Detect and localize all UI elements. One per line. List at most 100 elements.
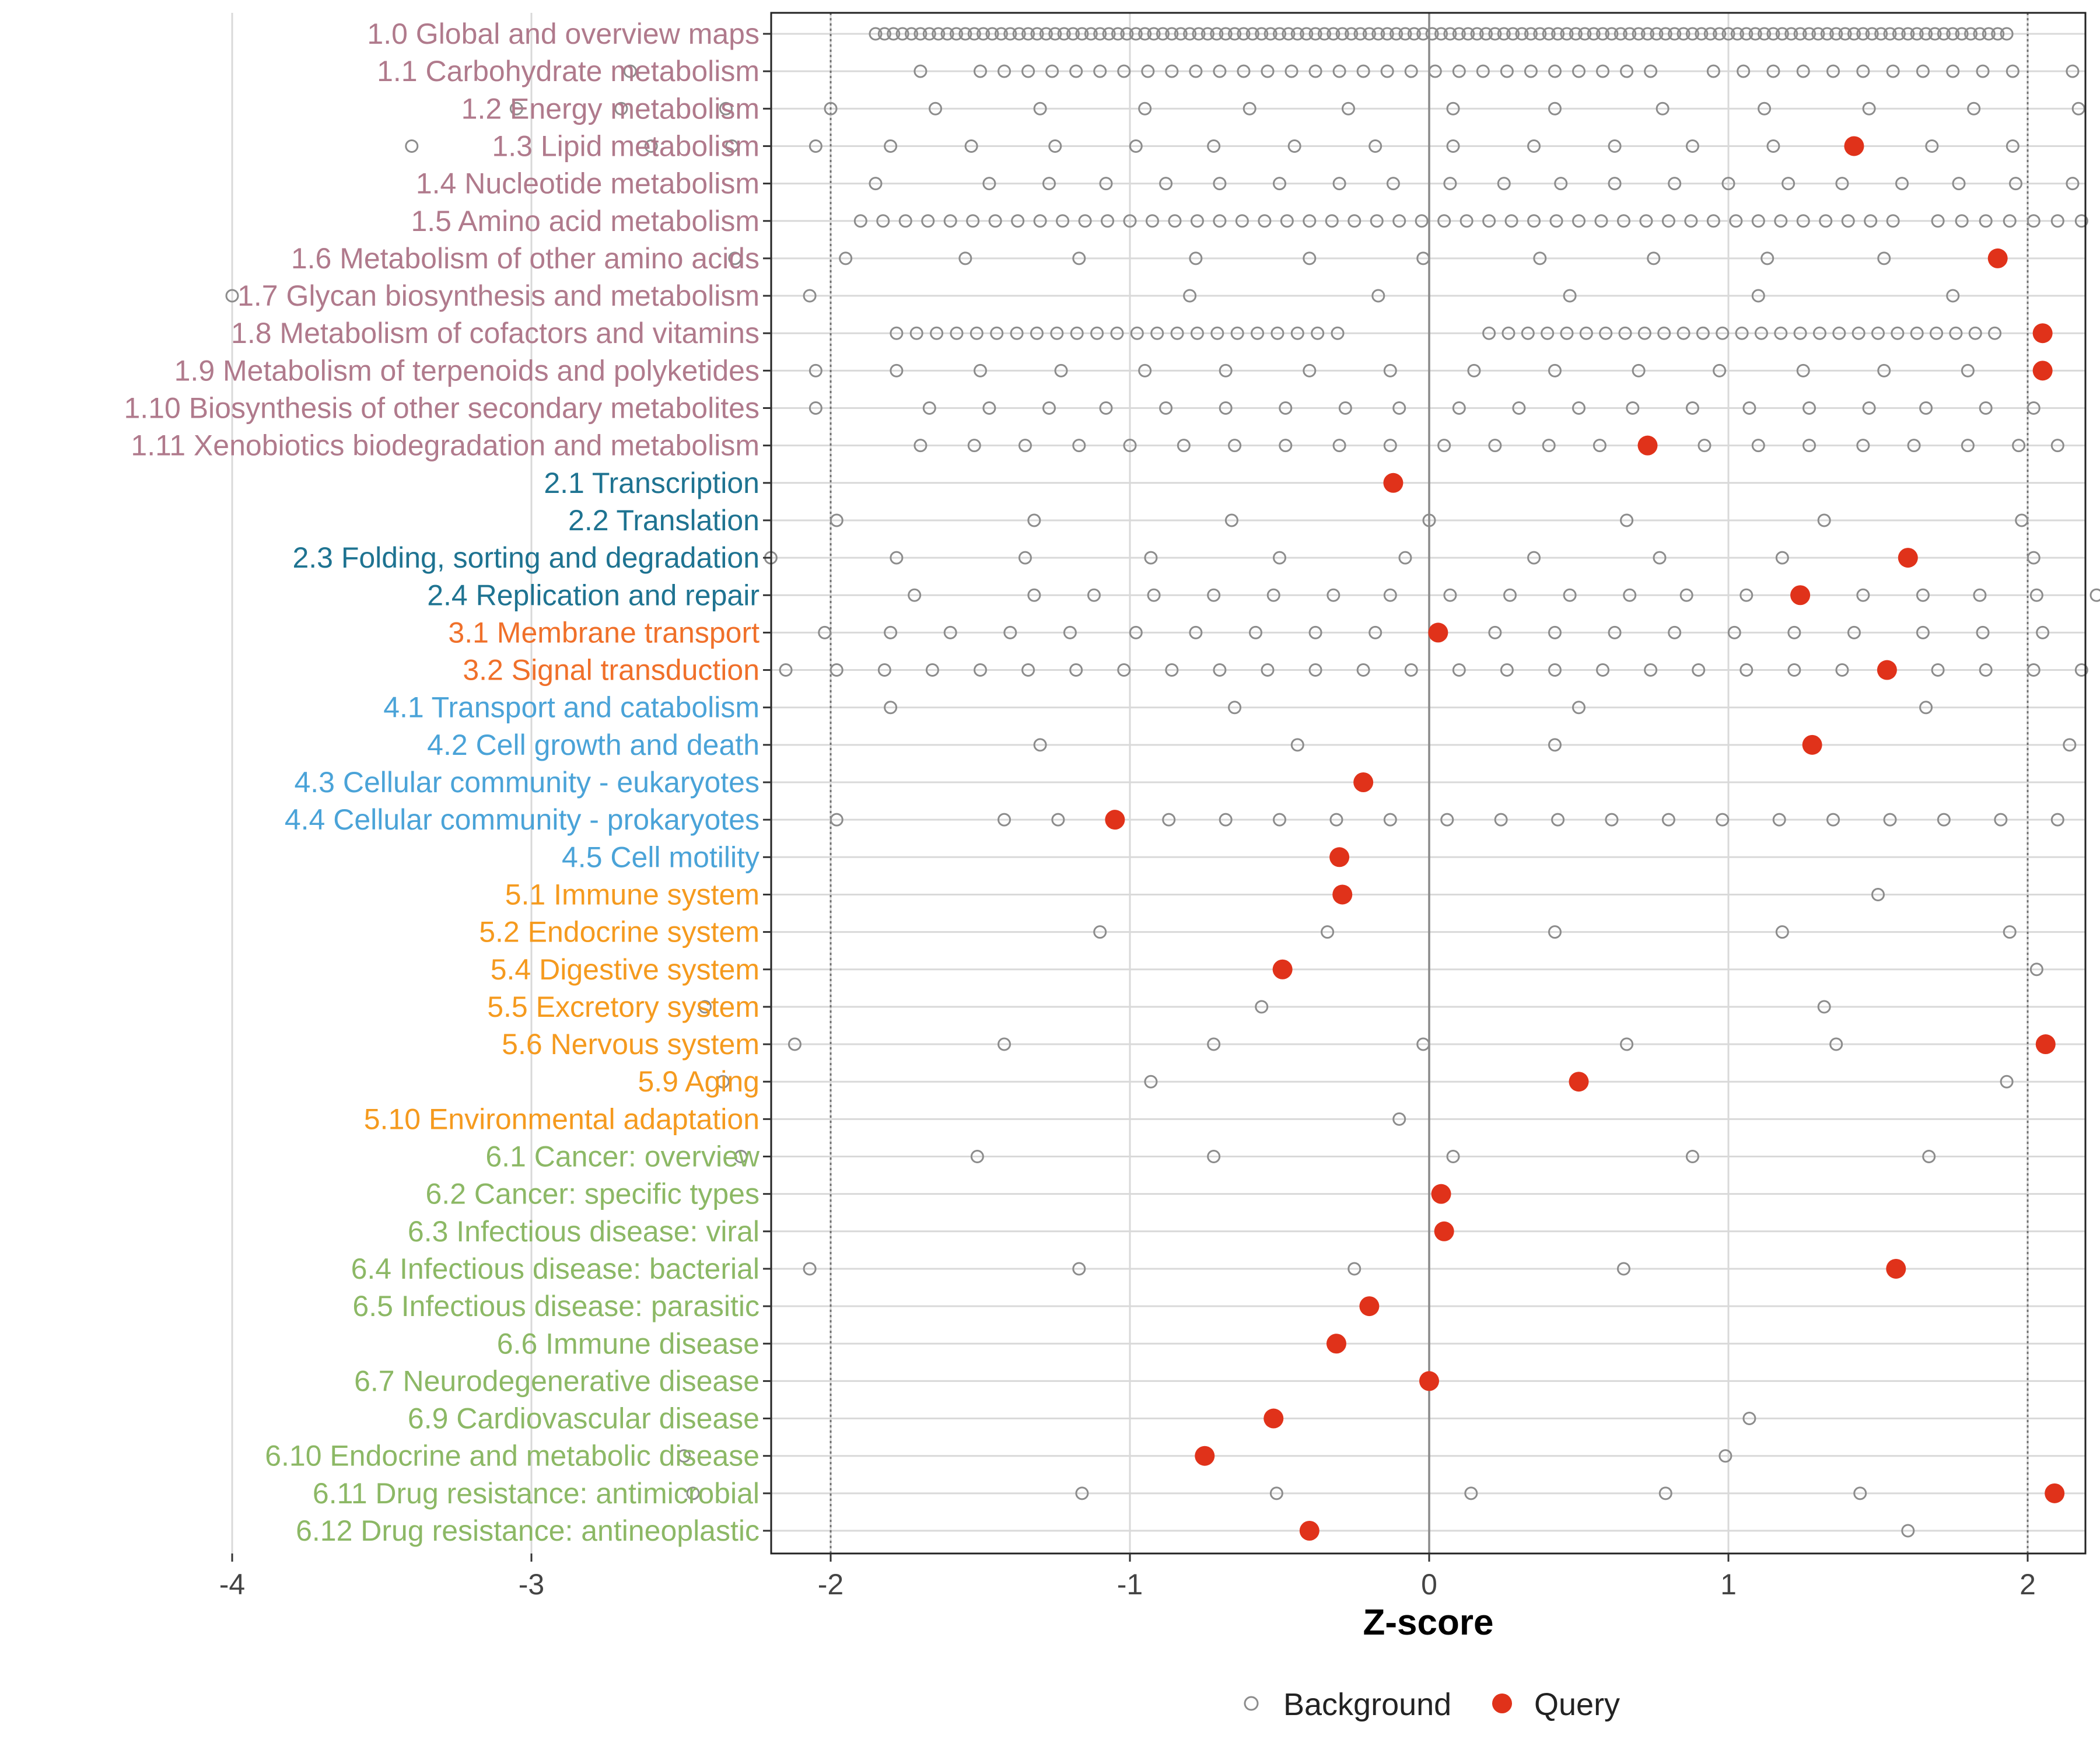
background-point — [1467, 363, 1481, 377]
background-point — [1862, 401, 1876, 415]
background-point — [1596, 27, 1610, 41]
background-point — [1033, 214, 1047, 228]
background-point — [716, 1075, 730, 1089]
background-point — [1817, 1000, 1831, 1014]
background-point — [1404, 64, 1418, 78]
background-point — [1177, 439, 1191, 453]
query-point — [1329, 847, 1350, 867]
background-point — [1551, 27, 1565, 41]
background-point — [1819, 214, 1833, 228]
category-label: 6.5 Infectious disease: parasitic — [352, 1290, 760, 1322]
query-point — [1431, 1184, 1451, 1204]
background-point — [1668, 177, 1682, 191]
background-point — [1895, 177, 1909, 191]
background-point — [1758, 27, 1772, 41]
query-point — [1434, 1221, 1454, 1241]
background-point — [1371, 289, 1385, 303]
query-point — [1898, 548, 1918, 568]
background-point — [1415, 214, 1429, 228]
background-point — [1961, 363, 1975, 377]
background-point — [1835, 177, 1849, 191]
category-label: 1.9 Metabolism of terpenoids and polyket… — [174, 354, 760, 387]
background-point — [1228, 27, 1242, 41]
background-point — [1398, 551, 1412, 565]
background-point — [614, 102, 628, 116]
background-point — [1440, 813, 1454, 827]
background-point — [1991, 27, 2005, 41]
background-point — [1368, 139, 1382, 153]
background-point — [225, 289, 239, 303]
background-point — [940, 27, 954, 41]
background-point — [1332, 64, 1346, 78]
background-point — [1329, 813, 1343, 827]
background-point — [1189, 64, 1203, 78]
background-point — [1685, 27, 1699, 41]
background-point — [1640, 27, 1654, 41]
background-point — [1390, 27, 1404, 41]
background-point — [803, 1262, 817, 1276]
background-point — [644, 139, 658, 153]
background-point — [1766, 27, 1780, 41]
background-point — [998, 1037, 1012, 1051]
background-point — [914, 27, 928, 41]
category-label: 6.11 Drug resistance: antimicrobial — [313, 1477, 760, 1510]
background-point — [509, 102, 523, 116]
background-point — [1303, 363, 1317, 377]
category-label: 3.1 Membrane transport — [448, 616, 760, 649]
background-point — [1099, 177, 1113, 191]
background-point — [2000, 27, 2014, 41]
background-point — [908, 588, 922, 602]
background-point — [1512, 401, 1526, 415]
background-point — [808, 363, 822, 377]
background-point — [1251, 326, 1265, 340]
background-point — [1111, 27, 1125, 41]
background-point — [1030, 326, 1044, 340]
category-label: 1.8 Metabolism of cofactors and vitamins — [231, 317, 760, 349]
background-point — [1269, 1486, 1283, 1500]
background-point — [1685, 1150, 1699, 1163]
background-point — [1506, 27, 1520, 41]
x-tick-label: 2 — [2020, 1568, 2036, 1601]
background-point — [905, 27, 919, 41]
background-point — [1883, 813, 1897, 827]
background-point — [1656, 102, 1670, 116]
background-point — [1075, 27, 1089, 41]
background-point — [2074, 663, 2088, 677]
background-point — [1551, 813, 1565, 827]
category-label: 1.2 Energy metabolism — [461, 92, 760, 125]
background-point — [1892, 27, 1906, 41]
background-point — [1383, 588, 1397, 602]
background-point — [1039, 27, 1053, 41]
category-label: 5.9 Aging — [638, 1065, 760, 1098]
background-point — [1775, 551, 1789, 565]
background-point — [1796, 363, 1810, 377]
background-point — [1072, 1262, 1086, 1276]
background-point — [1078, 214, 1092, 228]
background-point — [1308, 663, 1322, 677]
background-points — [225, 27, 2100, 1538]
query-point — [1353, 772, 1374, 792]
background-point — [967, 27, 981, 41]
background-point — [898, 214, 912, 228]
background-point — [1093, 925, 1107, 939]
background-point — [1452, 27, 1466, 41]
background-point — [1219, 813, 1233, 827]
background-point — [1072, 439, 1086, 453]
background-point — [1812, 326, 1826, 340]
background-point — [890, 363, 904, 377]
background-point — [1261, 663, 1275, 677]
x-axis: -4-3-2-101234 — [219, 1553, 2036, 1601]
background-point — [1129, 139, 1143, 153]
background-point — [1101, 214, 1115, 228]
category-label: 5.4 Digestive system — [491, 953, 760, 986]
background-point — [1925, 139, 1939, 153]
background-point — [1446, 1150, 1460, 1163]
background-point — [1737, 64, 1751, 78]
background-point — [1308, 64, 1322, 78]
background-point — [1011, 214, 1025, 228]
background-point — [922, 401, 936, 415]
category-label: 6.4 Infectious disease: bacterial — [351, 1252, 760, 1285]
background-point — [824, 102, 838, 116]
query-point — [1637, 435, 1658, 456]
